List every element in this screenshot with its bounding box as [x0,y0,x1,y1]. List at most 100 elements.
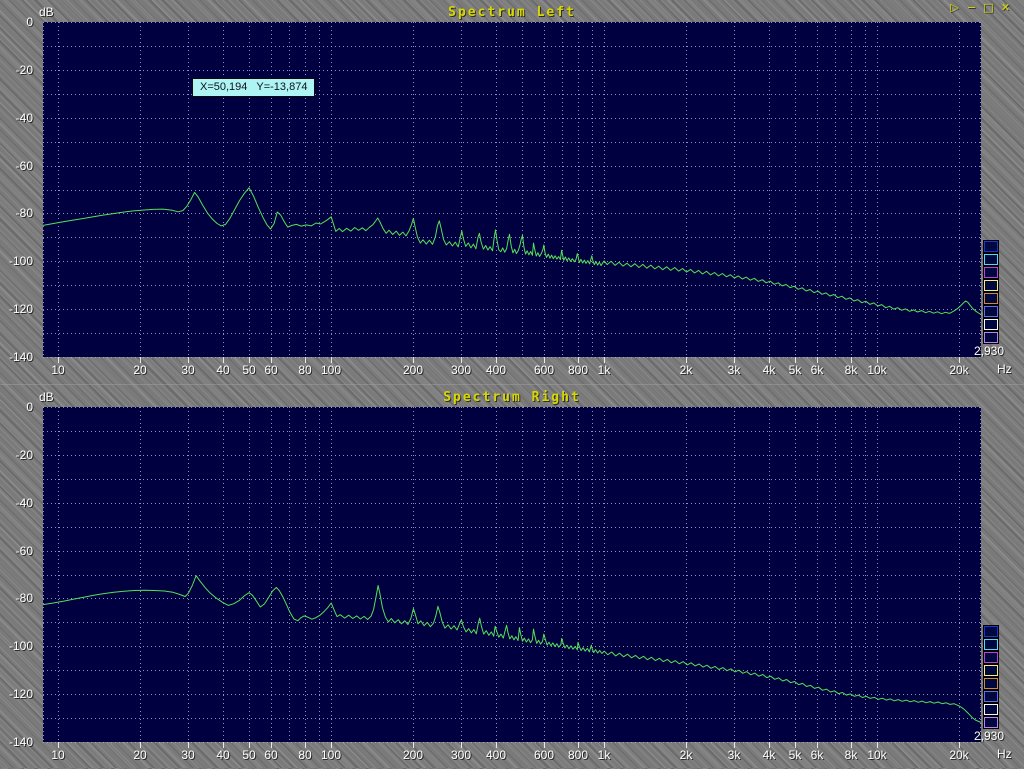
x-axis-tick [331,357,332,363]
spectrum-plot-left[interactable]: X=50,194 Y=-13,874 [43,22,981,358]
x-axis-tick [686,742,687,748]
y-axis-tick-label: -60 [15,158,33,173]
x-axis-tick-label: 200 [402,748,424,762]
trace-color-legend [984,626,1000,730]
x-axis-tick [851,742,852,748]
x-axis-tick [795,742,796,748]
x-axis-tick [877,742,878,748]
x-axis-tick [877,357,878,363]
trace-color-swatch-1[interactable] [984,241,998,252]
x-axis-unit-label: Hz [997,362,1012,376]
x-axis-tick-label: 30 [181,363,195,377]
x-axis-tick [851,357,852,363]
x-axis-tick [188,357,189,363]
x-axis-tick-label: 600 [533,748,555,762]
x-axis-tick [249,357,250,363]
value-readout: 2,930 [974,729,1005,743]
y-axis-tick-label: -140 [8,350,33,364]
trace-color-swatch-1[interactable] [984,626,998,637]
x-axis-tick [795,357,796,363]
x-axis-tick [140,742,141,748]
x-axis-tick [959,357,960,363]
trace-color-swatch-7[interactable] [984,319,998,330]
y-axis-tick-label: -20 [15,447,33,462]
x-axis-tick [58,742,59,748]
x-axis-tick-label: 50 [242,363,256,377]
x-axis-tick [58,357,59,363]
trace-color-swatch-7[interactable] [984,704,998,715]
x-axis-tick-label: 800 [567,748,589,762]
x-axis-tick [769,742,770,748]
spectrum-trace-left-channel [43,187,981,315]
plot-canvas [43,407,981,743]
x-axis-tick-label: 4k [762,363,776,377]
x-axis-tick-label: 10k [867,363,887,377]
x-axis-tick-label: 50 [242,748,256,762]
y-axis-tick-label: 0 [26,400,33,414]
trace-color-swatch-4[interactable] [984,280,998,291]
x-axis-tick-label: 20k [949,363,969,377]
trace-color-swatch-3[interactable] [984,652,998,663]
trace-color-swatch-2[interactable] [984,639,998,650]
x-axis-tick-label: 3k [727,363,741,377]
x-axis-tick-label: 200 [402,363,424,377]
y-axis-unit-label: dB [39,390,54,404]
trace-color-swatch-3[interactable] [984,267,998,278]
trace-color-swatch-2[interactable] [984,254,998,265]
trace-color-swatch-6[interactable] [984,306,998,317]
panel-title: Spectrum Left [448,5,576,20]
x-axis-tick [140,357,141,363]
y-axis-tick-label: -60 [15,543,33,558]
y-axis-unit-label: dB [39,5,54,19]
x-axis-tick-label: 4k [762,748,776,762]
maximize-icon[interactable]: □ [983,1,994,14]
spectrum-right-panel: Spectrum Right dB Hz 2,930 0 -20 -40 -60 -80… [0,384,1024,769]
x-axis-unit-label: Hz [997,747,1012,761]
minimize-icon[interactable]: − [966,1,977,14]
play-icon[interactable]: ▷ [950,1,959,14]
x-axis-tick-label: 30 [181,748,195,762]
trace-color-swatch-4[interactable] [984,665,998,676]
x-axis-tick [413,742,414,748]
x-axis-tick-label: 600 [533,363,555,377]
y-axis-tick-label: -140 [8,735,33,749]
trace-color-swatch-5[interactable] [984,293,998,304]
x-axis-tick [413,357,414,363]
x-axis-tick-label: 5k [788,748,802,762]
cursor-readout-tooltip: X=50,194 Y=-13,874 [192,78,316,97]
y-axis-tick-label: -40 [15,110,33,125]
panel-titlebar: Spectrum Right [0,388,1024,406]
x-axis-tick-label: 2k [679,363,693,377]
x-axis-tick-label: 800 [567,363,589,377]
x-axis-tick-label: 20 [133,363,147,377]
x-axis-tick [769,357,770,363]
x-axis-tick-label: 400 [485,363,507,377]
x-axis-tick-label: 10k [867,748,887,762]
trace-color-swatch-5[interactable] [984,678,998,689]
x-axis-tick [461,357,462,363]
y-axis-tick-label: -100 [8,639,33,654]
x-axis-tick-label: 10 [51,748,65,762]
x-axis-tick [604,357,605,363]
close-icon[interactable]: ✕ [1000,1,1011,14]
x-axis-tick [305,357,306,363]
x-axis-tick [578,357,579,363]
trace-color-swatch-6[interactable] [984,691,998,702]
x-axis-tick [544,357,545,363]
trace-color-legend [984,241,1000,345]
trace-color-swatch-8[interactable] [984,332,998,343]
spectrum-left-panel: Spectrum Left ▷ − □ ✕ dB X=50,194 Y=-13,… [0,0,1024,384]
x-axis-tick-label: 3k [727,748,741,762]
value-readout: 2,930 [974,344,1005,358]
y-axis-tick-label: -40 [15,495,33,510]
spectrum-plot-right[interactable] [43,407,981,743]
y-axis-tick-label: -120 [8,687,33,702]
x-axis-tick [461,742,462,748]
x-axis-tick-label: 60 [264,748,278,762]
x-axis-tick-label: 400 [485,748,507,762]
x-axis-tick-label: 40 [216,363,230,377]
spectrum-trace-right-channel [43,575,981,723]
trace-color-swatch-8[interactable] [984,717,998,728]
x-axis-tick [496,357,497,363]
x-axis-tick-label: 5k [788,363,802,377]
